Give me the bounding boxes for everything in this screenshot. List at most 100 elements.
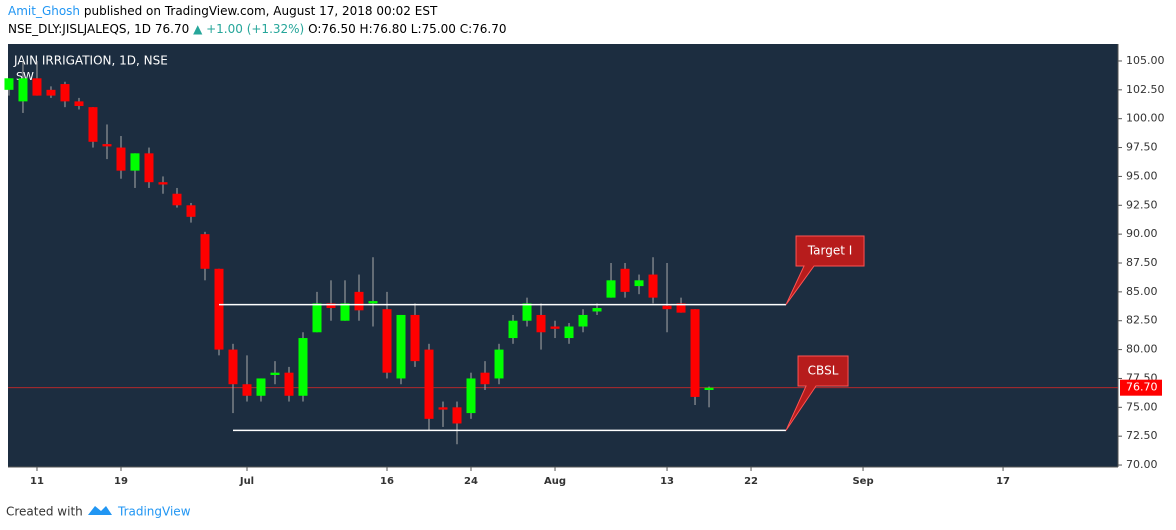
candle-body — [74, 101, 84, 106]
y-tick-label: 80.00 — [1126, 343, 1158, 356]
plot-bg — [8, 44, 1118, 467]
callout-label: Target I — [807, 244, 852, 258]
change-text: +1.00 (+1.32%) — [206, 22, 305, 36]
x-tick-label: Aug — [544, 476, 566, 487]
candle-body — [354, 291, 364, 311]
candle-body — [466, 378, 476, 414]
candle-body — [116, 147, 126, 171]
candle-body — [410, 314, 420, 362]
y-tick-label: 95.00 — [1126, 169, 1158, 182]
candle-body — [186, 205, 196, 217]
change: ▲ +1.00 (+1.32%) — [193, 22, 305, 36]
candle-body — [312, 303, 322, 333]
y-tick-label: 100.00 — [1126, 112, 1165, 125]
header-line: Amit_Ghosh published on TradingView.com,… — [8, 4, 437, 18]
callout — [785, 355, 849, 431]
candle-body — [508, 320, 518, 339]
candle-body — [18, 78, 28, 102]
y-tick-label: 72.50 — [1126, 429, 1158, 442]
low: L:75.00 — [410, 22, 456, 36]
candle-body — [648, 274, 658, 298]
y-tick-label: 92.50 — [1126, 198, 1158, 211]
author[interactable]: Amit_Ghosh — [8, 4, 81, 18]
x-tick-label: 19 — [114, 476, 128, 487]
candle-body — [144, 153, 154, 183]
symbol-line: NSE_DLY:JISLJALEQS, 1D 76.70 ▲ +1.00 (+1… — [8, 22, 507, 36]
y-tick-label: 75.00 — [1126, 400, 1158, 413]
open: O:76.50 — [308, 22, 356, 36]
x-tick-label: Sep — [852, 476, 873, 487]
candle-body — [606, 280, 616, 298]
x-tick-label: 22 — [744, 476, 758, 487]
candle-body — [284, 372, 294, 396]
candle-body — [242, 384, 252, 396]
chart-title: JAIN IRRIGATION, 1D, NSE — [13, 54, 168, 68]
symbol: NSE_DLY:JISLJALEQS, 1D — [8, 22, 152, 36]
candle-body — [578, 314, 588, 327]
tv-logo — [88, 506, 112, 515]
last: 76.70 — [154, 22, 190, 36]
candle-body — [270, 372, 280, 375]
y-tick-label: 97.50 — [1126, 141, 1158, 154]
candle-body — [424, 349, 434, 419]
candle-body — [662, 305, 672, 310]
candle-body — [480, 372, 490, 385]
candle-body — [564, 326, 574, 339]
x-tick-label: Jul — [239, 476, 254, 487]
candle-body — [494, 349, 504, 379]
candle-body — [704, 387, 714, 390]
candle-body — [690, 309, 700, 397]
candle-body — [634, 280, 644, 287]
candle-body — [620, 268, 630, 292]
candle-body — [256, 378, 266, 396]
y-tick-label: 82.50 — [1126, 314, 1158, 327]
y-tick-label: 102.50 — [1126, 83, 1165, 96]
candle-body — [32, 78, 42, 96]
candle-body — [200, 234, 210, 269]
close: C:76.70 — [459, 22, 507, 36]
candle-body — [298, 338, 308, 396]
candle-body — [536, 314, 546, 333]
callout-label: CBSL — [808, 364, 839, 378]
x-tick-label: 17 — [996, 476, 1010, 487]
callout — [785, 235, 865, 305]
candle-body — [88, 107, 98, 142]
y-tick-label: 85.00 — [1126, 285, 1158, 298]
footer-brand[interactable]: TradingView — [117, 505, 191, 519]
x-tick-label: 16 — [380, 476, 394, 487]
candle-body — [438, 407, 448, 410]
candle-body — [452, 407, 462, 424]
y-tick-label: 105.00 — [1126, 54, 1165, 67]
candle-body — [158, 182, 168, 185]
candle-body — [550, 326, 560, 329]
x-tick-label: 11 — [30, 476, 44, 487]
x-tick-label: 24 — [464, 476, 478, 487]
candle-body — [102, 144, 112, 147]
x-tick-label: 13 — [660, 476, 674, 487]
candle-body — [382, 309, 392, 373]
candle-body — [228, 349, 238, 385]
candle-body — [326, 303, 336, 309]
candle-body — [60, 84, 70, 102]
candle-body — [130, 153, 140, 171]
candle-body — [592, 308, 602, 312]
candle-body — [4, 78, 14, 90]
high: H:76.80 — [359, 22, 407, 36]
candle-body — [340, 303, 350, 321]
candle-body — [368, 301, 378, 304]
last-price-box — [1120, 379, 1162, 396]
y-tick-label: 90.00 — [1126, 227, 1158, 240]
last-price-label: 76.70 — [1126, 381, 1158, 394]
candle-body — [46, 89, 56, 96]
candle-body — [214, 268, 224, 350]
y-tick-label: 70.00 — [1126, 458, 1158, 471]
candle-body — [522, 303, 532, 321]
published: published on TradingView.com, August 17,… — [83, 4, 438, 18]
footer-created: Created with — [6, 505, 83, 519]
candle-body — [396, 314, 406, 379]
candle-body — [172, 193, 182, 206]
candle-body — [676, 303, 686, 313]
y-tick-label: 87.50 — [1126, 256, 1158, 269]
